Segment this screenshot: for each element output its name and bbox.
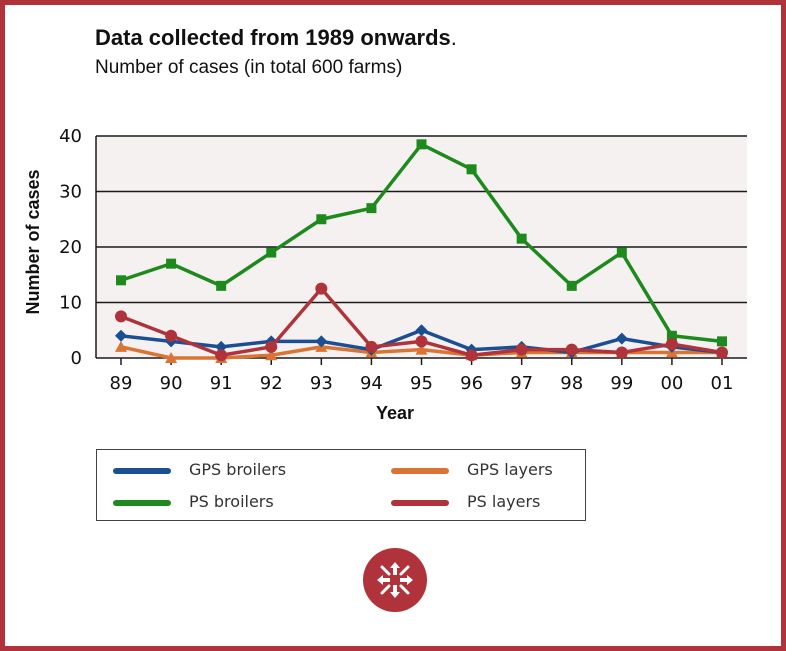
data-point-diamond (215, 340, 228, 353)
data-point-square (516, 233, 527, 244)
data-point-square (717, 336, 727, 347)
data-point-circle (465, 349, 478, 362)
x-tick-label: 00 (660, 373, 683, 394)
legend-label-ps-layers: PS layers (467, 492, 541, 511)
y-tick-label: 10 (59, 293, 82, 314)
data-point-circle (265, 340, 278, 353)
data-point-square (316, 214, 327, 225)
x-tick-label: 01 (711, 373, 734, 394)
x-tick-label: 91 (210, 373, 233, 394)
chart-title: Data collected from 1989 onwards. (95, 25, 457, 51)
chart-subtitle: Number of cases (in total 600 farms) (95, 57, 403, 78)
data-point-circle (565, 343, 578, 356)
data-point-circle (615, 346, 628, 359)
data-point-circle (165, 329, 178, 342)
chart-title-period: . (450, 25, 457, 50)
data-point-circle (716, 346, 728, 359)
x-tick-label: 90 (160, 373, 183, 394)
data-point-square (666, 330, 677, 341)
data-point-square (216, 280, 227, 291)
data-point-triangle (115, 340, 127, 352)
data-point-circle (215, 349, 228, 362)
x-tick-label: 93 (310, 373, 333, 394)
compass-arrows-icon (363, 548, 427, 612)
legend-swatch-gps-broilers (113, 468, 171, 474)
legend-swatch-gps-layers (391, 468, 449, 474)
x-tick-label: 92 (260, 373, 283, 394)
data-point-triangle (415, 343, 428, 355)
data-point-diamond (315, 335, 328, 348)
data-point-square (166, 258, 177, 269)
y-tick-label: 20 (59, 237, 82, 258)
y-axis-label: Number of cases (23, 169, 43, 314)
data-point-circle (415, 335, 428, 348)
x-tick-label: 96 (460, 373, 483, 394)
data-point-square (116, 275, 126, 286)
data-point-circle (365, 340, 378, 353)
chart-title-bold: Data collected from 1989 onwards (95, 25, 451, 50)
x-tick-label: 99 (610, 373, 633, 394)
legend-label-ps-broilers: PS broilers (189, 492, 274, 511)
data-point-square (266, 247, 277, 258)
x-tick-label: 94 (360, 373, 383, 394)
data-point-diamond (115, 329, 127, 342)
y-tick-label: 30 (59, 182, 82, 203)
data-point-circle (315, 282, 328, 295)
data-point-square (366, 203, 377, 214)
line-chart: 0 10 20 30 40 89 90 91 92 93 94 95 96 97 98 99 00 01 Year N… (23, 126, 747, 423)
data-point-triangle (265, 349, 278, 361)
data-point-square (616, 247, 627, 258)
x-tick-label: 97 (510, 373, 533, 394)
data-point-circle (115, 310, 127, 323)
y-tick-label: 0 (71, 348, 82, 369)
chart-legend: GPS broilers GPS layers PS broilers PS l… (96, 449, 586, 521)
x-tick-label: 95 (410, 373, 433, 394)
y-tick-label: 40 (59, 126, 82, 147)
data-point-diamond (615, 332, 628, 345)
data-point-circle (665, 338, 678, 351)
legend-label-gps-broilers: GPS broilers (189, 460, 287, 479)
legend-swatch-ps-layers (391, 500, 449, 506)
x-axis-label: Year (376, 403, 414, 423)
data-point-circle (515, 343, 528, 356)
x-tick-label: 98 (560, 373, 583, 394)
data-point-square (416, 139, 427, 150)
legend-swatch-ps-broilers (113, 500, 171, 506)
x-tick-label: 89 (110, 373, 133, 394)
legend-label-gps-layers: GPS layers (467, 460, 553, 479)
data-point-square (466, 164, 477, 175)
data-point-diamond (415, 324, 428, 337)
data-point-square (566, 280, 577, 291)
data-point-triangle (165, 352, 178, 363)
